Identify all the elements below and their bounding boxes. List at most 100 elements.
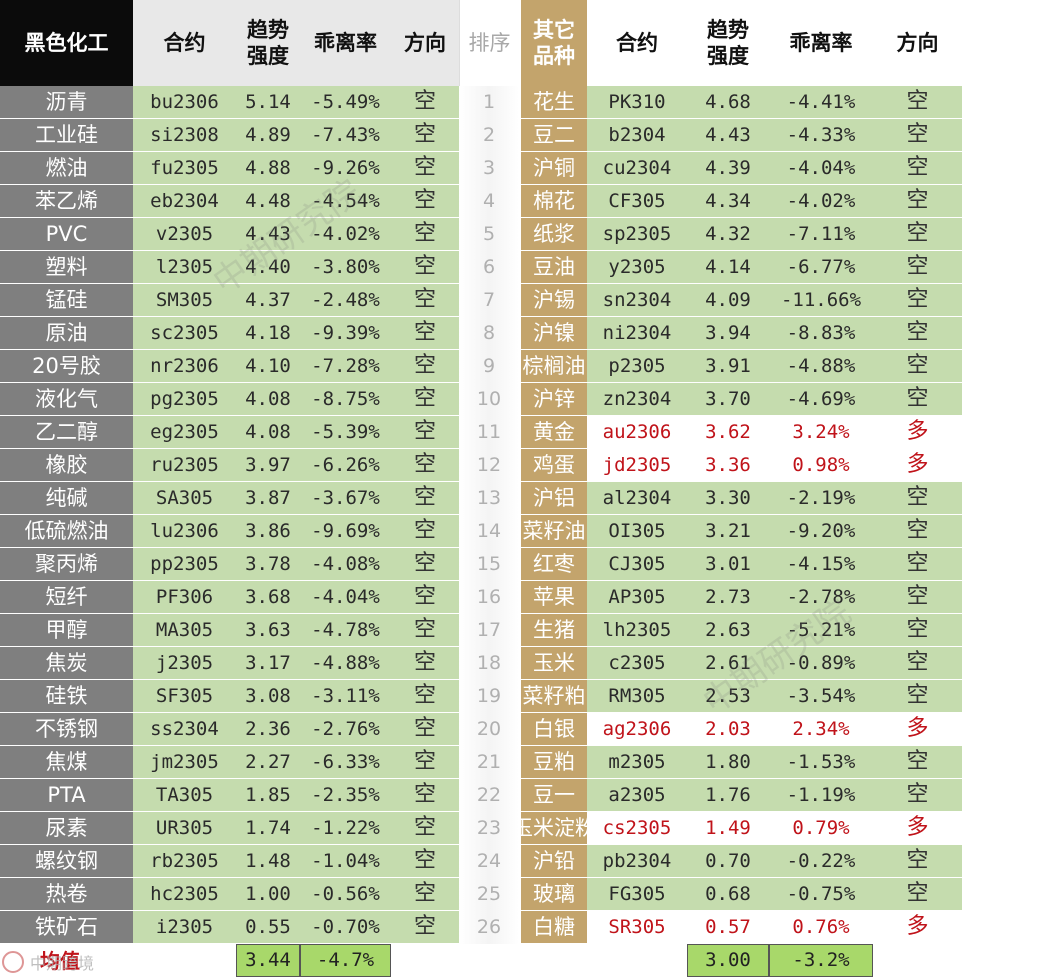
footer-blank [519,944,521,977]
rank-number: 11 [459,416,519,449]
left-trend-strength: 2.27 [236,746,300,779]
left-direction: 空 [391,647,459,680]
rank-number: 6 [459,251,519,284]
left-contract-code: pp2305 [133,548,236,581]
right-direction: 空 [873,284,962,317]
right-deviation-rate: -6.77% [769,251,873,284]
row-filler [962,119,1044,152]
right-category-name: 玉米淀粉 [521,812,587,845]
left-category-name: 原油 [0,317,133,350]
right-direction: 空 [873,218,962,251]
rank-number: 2 [459,119,519,152]
right-direction: 空 [873,383,962,416]
right-direction: 空 [873,152,962,185]
left-trend-strength: 3.17 [236,647,300,680]
left-trend-strength: 5.14 [236,86,300,119]
left-category-name: 硅铁 [0,680,133,713]
row-filler [962,416,1044,449]
header-direction-right: 方向 [873,0,962,86]
left-direction: 空 [391,812,459,845]
right-contract-code: FG305 [587,878,687,911]
right-trend-strength: 3.94 [687,317,769,350]
right-direction: 空 [873,779,962,812]
rank-number: 3 [459,152,519,185]
left-direction: 空 [391,350,459,383]
right-contract-code: cu2304 [587,152,687,185]
left-direction: 空 [391,614,459,647]
left-deviation-rate: -2.48% [300,284,391,317]
column-gap [519,317,521,350]
column-gap [519,614,521,647]
left-contract-code: i2305 [133,911,236,944]
left-deviation-rate: -1.22% [300,812,391,845]
left-contract-code: lu2306 [133,515,236,548]
rank-number: 18 [459,647,519,680]
right-deviation-average: -3.2% [769,944,873,977]
right-contract-code: a2305 [587,779,687,812]
left-contract-code: SA305 [133,482,236,515]
right-trend-strength: 1.80 [687,746,769,779]
right-trend-strength: 2.03 [687,713,769,746]
header-direction-left: 方向 [391,0,459,86]
left-direction: 空 [391,845,459,878]
left-contract-code: eg2305 [133,416,236,449]
right-contract-code: al2304 [587,482,687,515]
right-direction: 空 [873,317,962,350]
row-filler [962,878,1044,911]
column-gap [519,548,521,581]
column-gap [519,779,521,812]
row-filler [962,614,1044,647]
left-trend-strength: 4.37 [236,284,300,317]
right-contract-code: PK310 [587,86,687,119]
left-deviation-rate: -1.04% [300,845,391,878]
left-category-name: 燃油 [0,152,133,185]
header-deviation-left: 乖离率 [300,0,391,86]
left-trend-average: 3.44 [236,944,300,977]
header-contract-right: 合约 [587,0,687,86]
right-trend-strength: 1.49 [687,812,769,845]
left-contract-code: PF306 [133,581,236,614]
right-direction: 空 [873,845,962,878]
left-direction: 空 [391,218,459,251]
footer-blank [391,944,459,977]
row-filler [962,251,1044,284]
left-trend-strength: 3.08 [236,680,300,713]
row-filler [962,383,1044,416]
row-filler [962,515,1044,548]
right-trend-strength: 3.01 [687,548,769,581]
right-direction: 空 [873,614,962,647]
right-contract-code: b2304 [587,119,687,152]
rank-number: 1 [459,86,519,119]
row-filler [962,647,1044,680]
left-category-name: 聚丙烯 [0,548,133,581]
right-direction: 多 [873,416,962,449]
left-category-name: 纯碱 [0,482,133,515]
rank-number: 7 [459,284,519,317]
left-category-name: 塑料 [0,251,133,284]
rank-number: 17 [459,614,519,647]
column-gap [519,350,521,383]
left-deviation-rate: -0.56% [300,878,391,911]
left-category-name: 短纤 [0,581,133,614]
column-gap [519,713,521,746]
right-direction: 空 [873,548,962,581]
left-deviation-rate: -4.04% [300,581,391,614]
right-trend-strength: 4.32 [687,218,769,251]
right-deviation-rate: 2.34% [769,713,873,746]
column-gap [519,878,521,911]
left-contract-code: fu2305 [133,152,236,185]
right-category-name: 豆一 [521,779,587,812]
left-category-name: 橡胶 [0,449,133,482]
column-gap [519,0,521,86]
right-deviation-rate: -2.78% [769,581,873,614]
left-category-name: 20号胶 [0,350,133,383]
left-deviation-rate: -9.39% [300,317,391,350]
left-deviation-rate: -4.78% [300,614,391,647]
left-contract-code: TA305 [133,779,236,812]
left-contract-code: si2308 [133,119,236,152]
left-category-name: 锰硅 [0,284,133,317]
right-category-name: 菜籽粕 [521,680,587,713]
right-deviation-rate: -0.89% [769,647,873,680]
rank-number: 10 [459,383,519,416]
right-contract-code: ag2306 [587,713,687,746]
